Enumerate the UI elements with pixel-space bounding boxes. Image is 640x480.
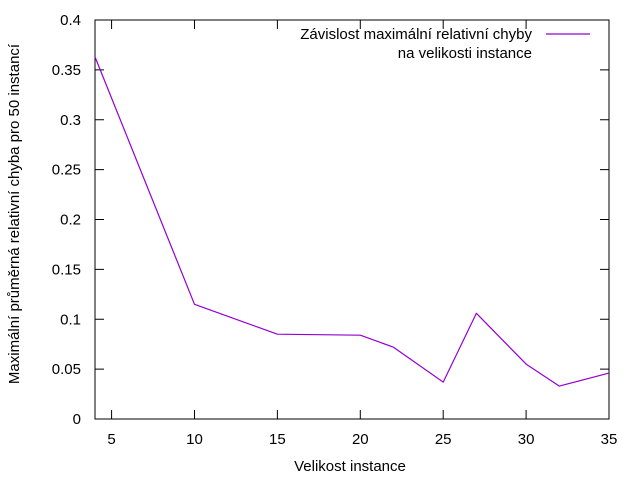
y-tick-label: 0.05 bbox=[52, 361, 81, 378]
x-tick-label: 25 bbox=[435, 431, 452, 448]
y-axis-title: Maximální průměrná relativní chyba pro 5… bbox=[6, 43, 23, 384]
y-tick-label: 0.1 bbox=[60, 311, 81, 328]
y-tick-label: 0.4 bbox=[60, 12, 81, 29]
y-tick-label: 0 bbox=[73, 411, 81, 428]
y-tick-label: 0.15 bbox=[52, 261, 81, 278]
tick-labels: 0 0.05 0.1 0.15 0.2 0.25 0.3 0.35 0.4 5 10 15 20 25 30… bbox=[52, 12, 618, 448]
x-axis-title: Velikost instance bbox=[294, 458, 406, 475]
data-series bbox=[94, 56, 610, 387]
y-tick-label: 0.3 bbox=[60, 112, 81, 129]
legend-label-line-2: na velikosti instance bbox=[398, 45, 532, 62]
axis-ticks bbox=[95, 19, 610, 420]
x-tick-label: 10 bbox=[186, 431, 203, 448]
x-tick-label: 35 bbox=[601, 431, 618, 448]
x-tick-label: 20 bbox=[352, 431, 369, 448]
plot-border bbox=[94, 19, 610, 420]
y-tick-label: 0.35 bbox=[52, 62, 81, 79]
x-tick-label: 15 bbox=[269, 431, 286, 448]
plot-area bbox=[94, 19, 610, 420]
legend-label-line-1: Závislost maximální relativní chyby bbox=[300, 26, 532, 43]
series-line bbox=[94, 56, 610, 387]
y-tick-label: 0.2 bbox=[60, 212, 81, 229]
x-tick-label: 30 bbox=[518, 431, 535, 448]
legend: Závislost maximální relativní chyby na v… bbox=[300, 26, 590, 62]
x-tick-label: 5 bbox=[107, 431, 115, 448]
y-tick-label: 0.25 bbox=[52, 162, 81, 179]
